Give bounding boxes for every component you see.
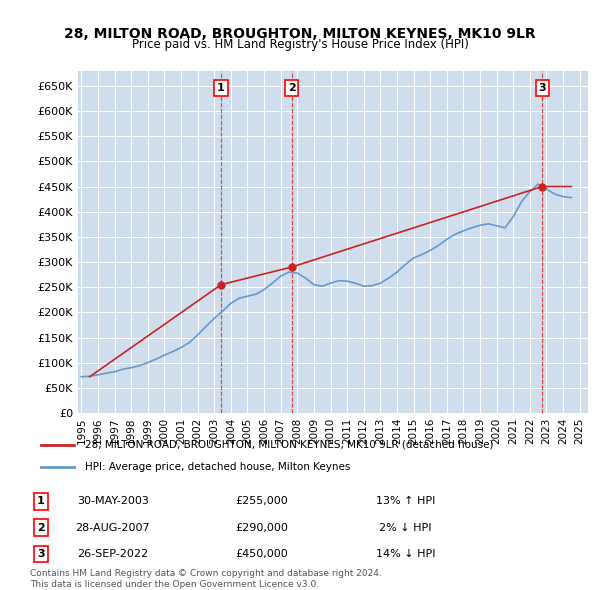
- Text: 2% ↓ HPI: 2% ↓ HPI: [379, 523, 431, 533]
- Bar: [78, 71, 221, 413]
- Bar: [542, 71, 588, 413]
- Text: 26-SEP-2022: 26-SEP-2022: [77, 549, 148, 559]
- Text: 13% ↑ HPI: 13% ↑ HPI: [376, 496, 435, 506]
- Text: 3: 3: [538, 83, 546, 93]
- Text: 28, MILTON ROAD, BROUGHTON, MILTON KEYNES, MK10 9LR: 28, MILTON ROAD, BROUGHTON, MILTON KEYNE…: [64, 27, 536, 41]
- Text: £450,000: £450,000: [235, 549, 288, 559]
- Text: 2: 2: [288, 83, 296, 93]
- Text: 1: 1: [217, 83, 225, 93]
- Bar: [292, 71, 542, 413]
- Text: 30-MAY-2003: 30-MAY-2003: [77, 496, 149, 506]
- Bar: [221, 71, 292, 413]
- Text: Contains HM Land Registry data © Crown copyright and database right 2024.
This d: Contains HM Land Registry data © Crown c…: [30, 569, 382, 589]
- Text: 14% ↓ HPI: 14% ↓ HPI: [376, 549, 435, 559]
- Text: 1: 1: [37, 496, 45, 506]
- Text: Price paid vs. HM Land Registry's House Price Index (HPI): Price paid vs. HM Land Registry's House …: [131, 38, 469, 51]
- Text: 28, MILTON ROAD, BROUGHTON, MILTON KEYNES, MK10 9LR (detached house): 28, MILTON ROAD, BROUGHTON, MILTON KEYNE…: [85, 440, 494, 450]
- Text: 2: 2: [37, 523, 45, 533]
- Text: £255,000: £255,000: [235, 496, 288, 506]
- Text: 3: 3: [37, 549, 45, 559]
- Text: HPI: Average price, detached house, Milton Keynes: HPI: Average price, detached house, Milt…: [85, 462, 350, 472]
- Text: £290,000: £290,000: [235, 523, 288, 533]
- Text: 28-AUG-2007: 28-AUG-2007: [76, 523, 150, 533]
